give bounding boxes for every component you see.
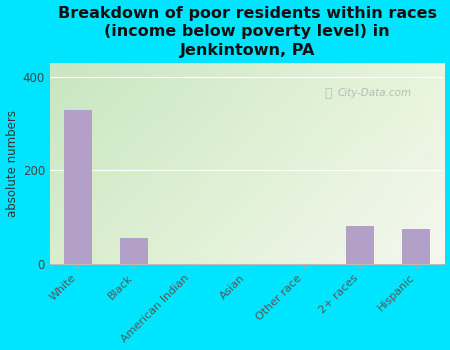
Bar bbox=[120, 238, 148, 264]
Bar bbox=[346, 226, 374, 264]
Text: ⓘ: ⓘ bbox=[324, 87, 332, 100]
Bar bbox=[402, 229, 430, 264]
Y-axis label: absolute numbers: absolute numbers bbox=[5, 110, 18, 217]
Text: City-Data.com: City-Data.com bbox=[338, 88, 412, 98]
Title: Breakdown of poor residents within races
(income below poverty level) in
Jenkint: Breakdown of poor residents within races… bbox=[58, 6, 436, 58]
Bar bbox=[64, 110, 92, 264]
